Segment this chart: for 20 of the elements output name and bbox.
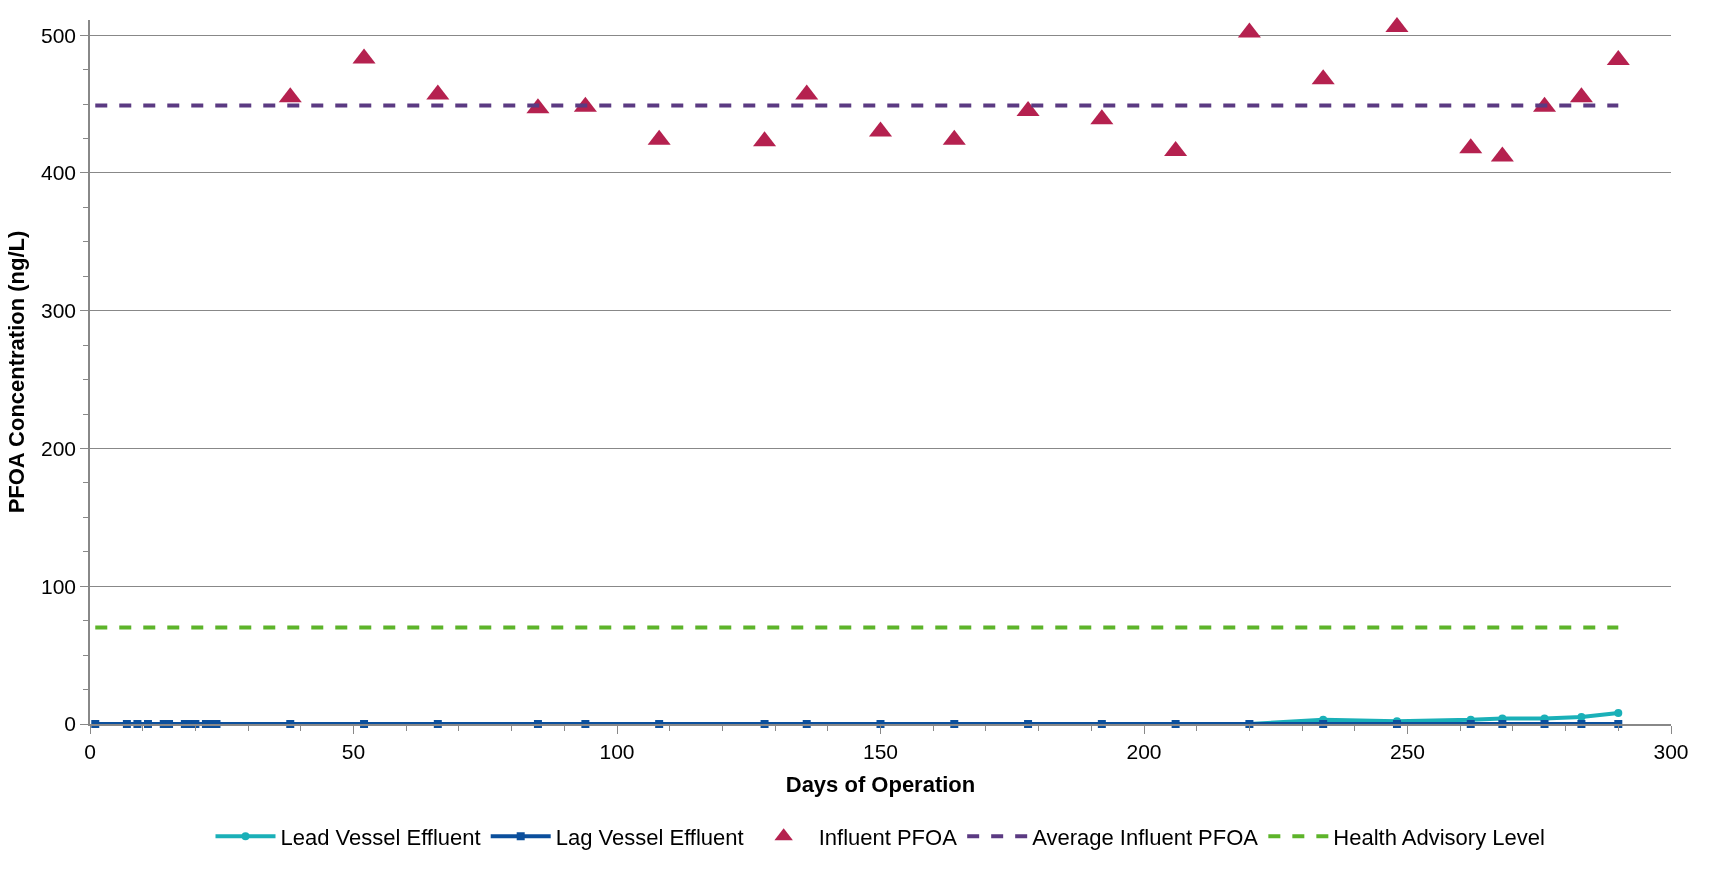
legend-label: Average Influent PFOA bbox=[1032, 824, 1259, 850]
legend-label: Health Advisory Level bbox=[1333, 824, 1545, 850]
y-tick-label: 100 bbox=[41, 574, 77, 598]
x-tick-label: 150 bbox=[862, 739, 899, 763]
y-tick-label: 200 bbox=[41, 436, 77, 460]
x-axis-title: Days of Operation bbox=[785, 772, 976, 798]
y-tick-label: 0 bbox=[64, 712, 77, 736]
x-tick-label: 250 bbox=[1389, 739, 1426, 763]
x-tick-label: 0 bbox=[84, 739, 96, 763]
legend-label: Influent PFOA bbox=[818, 824, 958, 850]
x-tick-label: 100 bbox=[599, 739, 635, 763]
x-tick-label: 300 bbox=[1653, 739, 1689, 763]
legend-label: Lead Vessel Effluent bbox=[280, 824, 481, 850]
x-tick-label: 50 bbox=[341, 739, 366, 763]
y-tick-label: 500 bbox=[41, 23, 77, 47]
legend-label: Lag Vessel Effluent bbox=[555, 824, 744, 850]
y-tick-label: 300 bbox=[41, 299, 77, 323]
y-axis-title: PFOA Concentration (ng/L) bbox=[4, 230, 30, 514]
y-tick-label: 400 bbox=[41, 161, 77, 185]
x-tick-label: 200 bbox=[1126, 739, 1162, 763]
